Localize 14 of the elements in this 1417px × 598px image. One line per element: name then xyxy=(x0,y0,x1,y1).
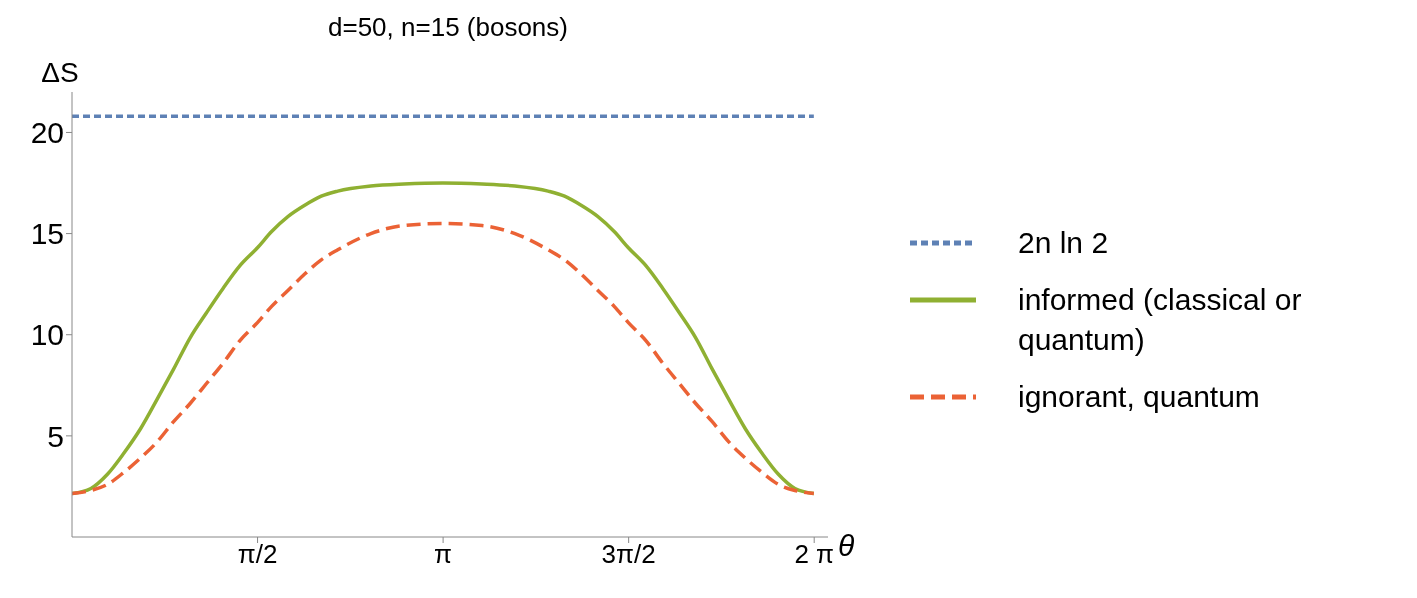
x-tick-label: π xyxy=(434,539,453,570)
y-tick-label: 5 xyxy=(47,419,64,453)
x-tick-label: 2 π xyxy=(794,539,835,570)
y-tick-label: 20 xyxy=(30,116,64,150)
legend-label: 2n ln 2 xyxy=(1018,225,1110,261)
y-tick-label: 10 xyxy=(30,318,64,352)
y-axis-title: ΔS xyxy=(41,57,79,88)
x-axis-title: θ xyxy=(838,528,855,562)
legend-label: ignorant, quantum xyxy=(1018,379,1261,415)
chart-title: d=50, n=15 (bosons) xyxy=(327,11,569,44)
legend-label: informed (classical or quantum) xyxy=(1018,282,1303,358)
x-tick-label: 3π/2 xyxy=(601,539,656,570)
y-tick-label: 15 xyxy=(30,217,64,251)
x-tick-label: π/2 xyxy=(237,539,278,570)
